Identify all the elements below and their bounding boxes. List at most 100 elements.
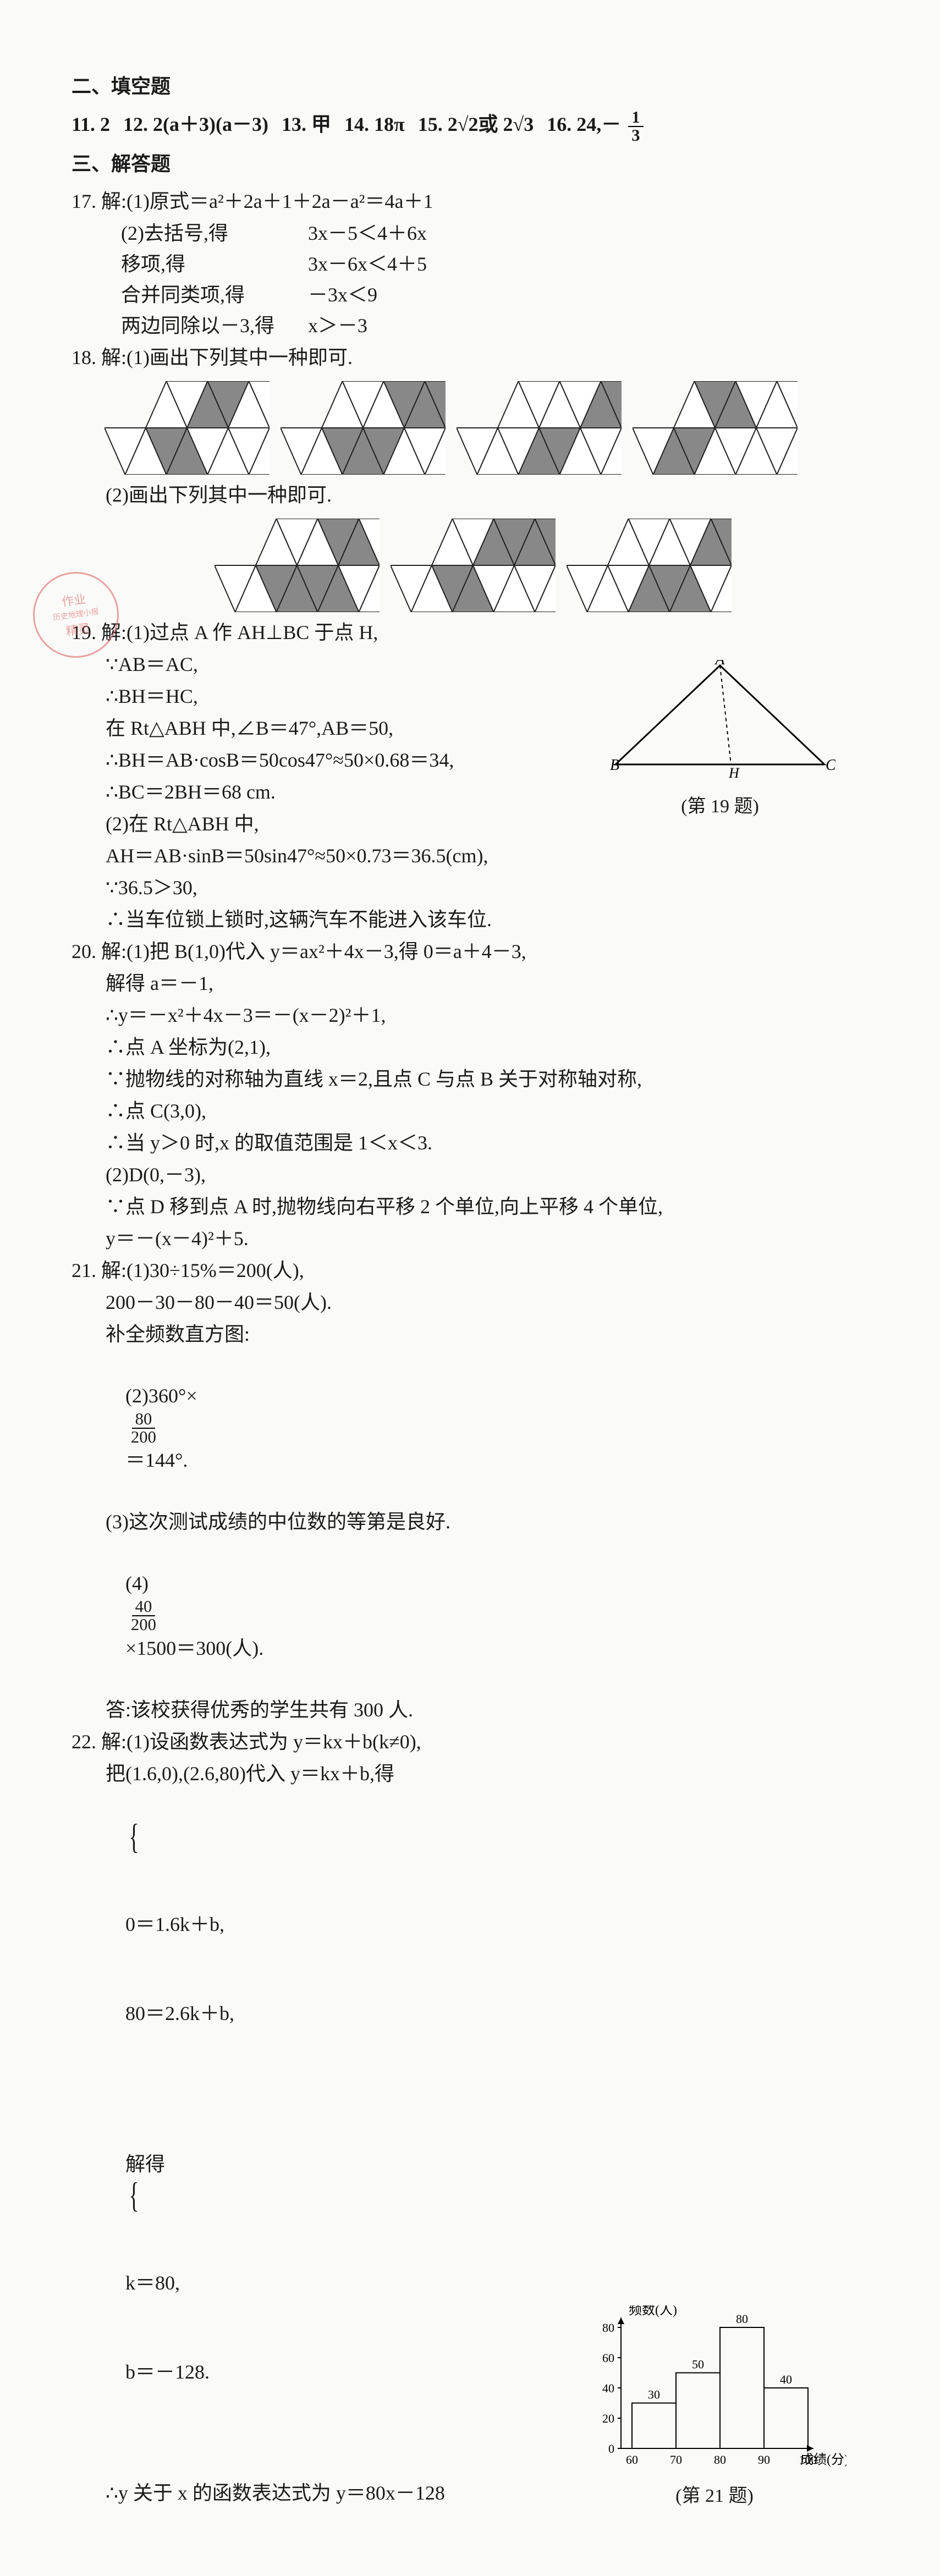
q19-l1: 19. 解:(1)过点 A 作 AH⊥BC 于点 H, (72, 618, 874, 647)
q21-l3: 补全频数直方图: (106, 1319, 874, 1349)
q17-r2b: 3x－6x＜4＋5 (308, 249, 874, 279)
ans-16-frac: 1 3 (628, 109, 643, 144)
q20-l4: ∴点 A 坐标为(2,1), (106, 1032, 874, 1062)
rhombus-fig (391, 519, 556, 612)
q17-r1a: (2)去括号,得 (121, 218, 308, 248)
ans-14: 14. 18π (344, 109, 405, 139)
q17-steps: (2)去括号,得3x－5＜4＋6x 移项,得3x－6x＜4＋5 合并同类项,得－… (121, 218, 874, 340)
q22-solpre: 解得 (125, 2153, 165, 2175)
q19-l9: ∵36.5＞30, (106, 873, 874, 902)
q17-r1b: 3x－5＜4＋6x (308, 218, 874, 248)
q20-l3: ∴y＝－x²＋4x－3＝－(x－2)²＋1, (106, 1000, 874, 1030)
ans-11: 11. 2 (72, 109, 110, 139)
rhombus-fig (457, 381, 622, 475)
q17-r3a: 合并同类项,得 (121, 280, 308, 310)
q21-l4-post: ＝144°. (125, 1449, 188, 1471)
q21-l5: (3)这次测试成绩的中位数的等第是良好. (106, 1507, 874, 1537)
q22-sol1: k＝80, (125, 2268, 210, 2298)
q22-sys1: 0＝1.6k＋b, (125, 1909, 234, 1939)
q19-l10: ∴当车位锁上锁时,这辆汽车不能进入该车位. (106, 905, 874, 934)
svg-text:成绩(分): 成绩(分) (800, 2452, 846, 2467)
ans-15: 15. 2√2或 2√3 (418, 109, 534, 139)
q21-l4: (2)360°× 80 200 ＝144°. (106, 1351, 874, 1505)
watermark-stamp: 作业 历史地理小报 精灵 (28, 566, 124, 663)
q20-l8: (2)D(0,－3), (106, 1160, 874, 1190)
svg-text:90: 90 (758, 2453, 770, 2467)
ans-16-pre: 16. 24,－ (547, 113, 621, 135)
left-brace-icon: { (129, 2185, 139, 2206)
svg-text:40: 40 (780, 2373, 792, 2386)
q17-head: 17. 解:(1)原式＝a²＋2a＋1＋2a－a²＝4a＋1 (72, 186, 874, 216)
rhombus-fig (105, 381, 270, 475)
figure-19-caption: (第 19 题) (593, 792, 846, 821)
q21-l7: 答:该校获得优秀的学生共有 300 人. (106, 1695, 874, 1725)
svg-text:50: 50 (692, 2357, 704, 2371)
q22-l1: 22. 解:(1)设函数表达式为 y＝kx＋b(k≠0), (72, 1727, 874, 1757)
q20-l7: ∴当 y＞0 时,x 的取值范围是 1＜x＜3. (106, 1128, 874, 1158)
svg-text:0: 0 (608, 2442, 614, 2456)
fill-answers-row: 11. 2 12. 2(a＋3)(a－3) 13. 甲 14. 18π 15. … (72, 109, 874, 144)
frac-num: 40 (132, 1598, 156, 1616)
svg-text:70: 70 (670, 2453, 682, 2467)
frac-den: 200 (128, 1616, 160, 1633)
q20-l2: 解得 a＝－1, (106, 968, 874, 998)
svg-text:80: 80 (736, 2312, 748, 2326)
document-page: 二、填空题 11. 2 12. 2(a＋3)(a－3) 13. 甲 14. 18… (0, 0, 940, 2576)
q20-l10: y＝－(x－4)²＋5. (106, 1224, 874, 1253)
q22-sys2: 80＝2.6k＋b, (125, 1999, 234, 2028)
frac-den: 200 (128, 1429, 160, 1446)
q18-row1 (105, 381, 874, 475)
svg-text:60: 60 (626, 2453, 638, 2467)
ans-12: 12. 2(a＋3)(a－3) (123, 109, 268, 139)
q18-row2 (215, 519, 874, 612)
rhombus-fig (567, 519, 732, 612)
q21-l4-pre: (2)360°× (125, 1385, 197, 1407)
figure-21: 0204060806070809010030508040频数(人)成绩(分) (… (571, 2305, 857, 2510)
q17-r4a: 两边同除以－3,得 (121, 311, 308, 340)
svg-text:B: B (610, 757, 619, 774)
figure-19: A B C H (第 19 题) (593, 660, 846, 821)
q21-l1: 21. 解:(1)30÷15%＝200(人), (72, 1256, 874, 1285)
q17-r2a: 移项,得 (121, 249, 308, 279)
svg-text:H: H (728, 765, 740, 781)
q21-l6-post: ×1500＝300(人). (125, 1637, 263, 1659)
svg-text:C: C (826, 757, 835, 774)
q17-r4b: x＞－3 (308, 311, 874, 340)
section-solve-title: 三、解答题 (72, 149, 874, 179)
q17-r3b: －3x＜9 (308, 280, 874, 310)
ans-13: 13. 甲 (282, 109, 331, 139)
svg-text:40: 40 (602, 2381, 614, 2395)
q22-sol2: b＝－128. (125, 2357, 210, 2387)
q21-l2: 200－30－80－40＝50(人). (106, 1287, 874, 1317)
frac-num: 1 (628, 109, 643, 127)
frac-num: 80 (132, 1411, 156, 1429)
left-brace-icon: { (129, 1826, 139, 1848)
q20-l9: ∵点 D 移到点 A 时,抛物线向右平移 2 个单位,向上平移 4 个单位, (106, 1192, 874, 1221)
q22-sys: { 0＝1.6k＋b, 80＝2.6k＋b, (106, 1791, 874, 2117)
q22-l2: 把(1.6,0),(2.6,80)代入 y＝kx＋b,得 (106, 1759, 874, 1788)
svg-text:30: 30 (648, 2387, 660, 2401)
svg-text:20: 20 (602, 2412, 614, 2425)
rhombus-fig (633, 381, 798, 475)
figure-21-caption: (第 21 题) (571, 2482, 857, 2510)
rhombus-fig (281, 381, 446, 475)
svg-text:80: 80 (714, 2453, 726, 2467)
stamp-t3: 精灵 (65, 619, 91, 640)
q21-l6: (4) 40 200 ×1500＝300(人). (106, 1539, 874, 1692)
q20-l6: ∴点 C(3,0), (106, 1096, 874, 1126)
q20-l1: 20. 解:(1)把 B(1,0)代入 y＝ax²＋4x－3,得 0＝a＋4－3… (72, 937, 874, 966)
q21-l4-frac: 80 200 (128, 1411, 160, 1445)
ans-16: 16. 24,－ 1 3 (547, 109, 645, 144)
q18-head2: (2)画出下列其中一种即可. (106, 480, 874, 510)
q18-head: 18. 解:(1)画出下列其中一种即可. (72, 343, 874, 372)
frac-den: 3 (628, 127, 643, 144)
rhombus-fig (215, 519, 380, 612)
section-fill-title: 二、填空题 (72, 71, 874, 101)
svg-text:60: 60 (602, 2351, 614, 2365)
q21-l6-frac: 40 200 (128, 1598, 160, 1633)
q20-l5: ∵抛物线的对称轴为直线 x＝2,且点 C 与点 B 关于对称轴对称, (106, 1064, 874, 1094)
svg-text:A: A (714, 660, 725, 668)
svg-text:80: 80 (602, 2321, 614, 2335)
svg-text:频数(人): 频数(人) (629, 2305, 677, 2318)
q21-l6-pre: (4) (125, 1572, 149, 1594)
